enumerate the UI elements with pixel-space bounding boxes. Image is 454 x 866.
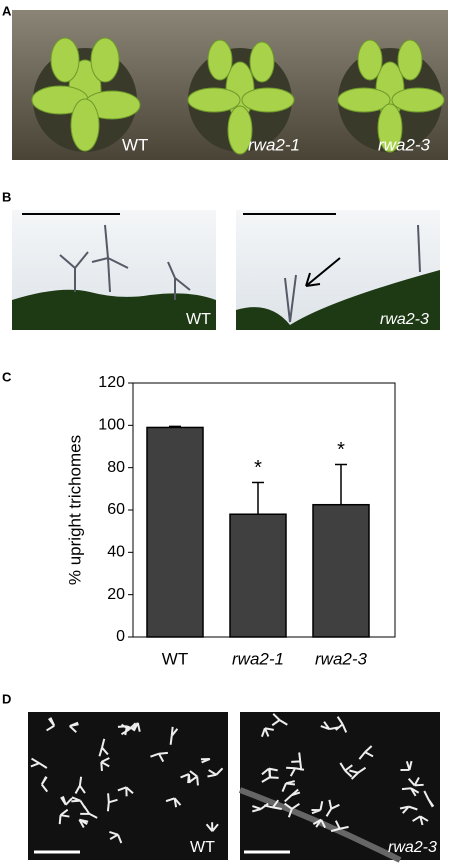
bar — [230, 514, 286, 637]
y-tick-label: 120 — [98, 374, 125, 391]
panel-label: D — [2, 691, 11, 706]
significance-mark: * — [254, 457, 262, 479]
panel-label: B — [2, 189, 11, 204]
bar — [313, 505, 369, 637]
photo-caption: rwa2-3 — [388, 839, 437, 856]
y-tick-label: 0 — [116, 628, 125, 645]
panel-label: C — [2, 369, 12, 384]
error-bar — [335, 464, 347, 504]
y-tick-label: 80 — [107, 459, 125, 476]
photo-caption: rwa2-3 — [378, 135, 431, 154]
x-tick-label: rwa2-1 — [232, 649, 284, 668]
significance-mark: * — [337, 439, 345, 461]
y-tick-label: 60 — [107, 501, 125, 518]
photo-caption: rwa2-1 — [248, 135, 300, 154]
bar-chart: 0 20 40 60 80 100 120 WT rwa2-1 rwa2-3 * * — [98, 374, 395, 668]
y-tick-label: 20 — [107, 586, 125, 603]
photo-caption: WT — [122, 135, 148, 154]
error-bar — [252, 482, 264, 514]
photo-leaf-surface — [28, 712, 228, 860]
panel-label: A — [2, 3, 12, 18]
y-axis-label: % upright trichomes — [65, 435, 84, 585]
photo-caption: rwa2-3 — [380, 311, 429, 328]
photo-leaf-surface — [240, 712, 440, 860]
photo-caption: WT — [190, 839, 215, 856]
bar — [147, 427, 203, 637]
y-tick-label: 100 — [98, 417, 125, 434]
photo-caption: WT — [186, 311, 211, 328]
y-tick-label: 40 — [107, 544, 125, 561]
x-tick-label: rwa2-3 — [315, 649, 368, 668]
x-tick-label: WT — [162, 649, 188, 668]
